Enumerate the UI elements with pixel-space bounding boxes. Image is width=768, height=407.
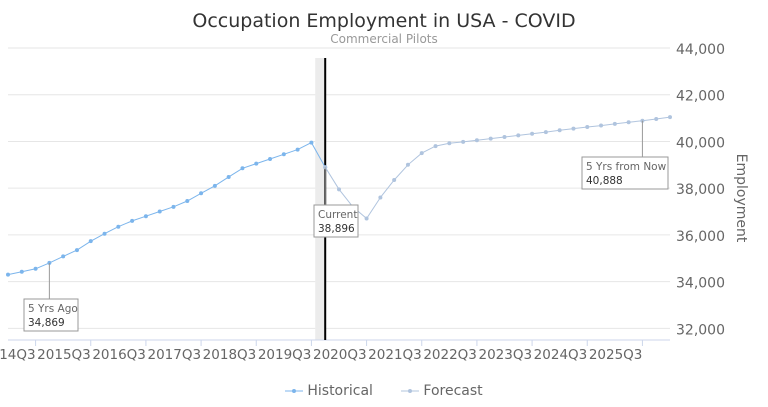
- legend-item-historical[interactable]: Historical: [285, 383, 373, 399]
- x-tick-label: 2024Q3: [534, 347, 588, 363]
- y-tick-label: 38,000: [676, 182, 725, 198]
- legend-marker-historical: [285, 389, 304, 393]
- x-tick-label: 2017Q3: [148, 347, 202, 363]
- y-tick-label: 40,000: [676, 135, 725, 151]
- data-point: [447, 141, 452, 146]
- data-point: [102, 231, 107, 236]
- legend-label-forecast: Forecast: [423, 383, 483, 399]
- data-point: [516, 133, 521, 138]
- data-point: [309, 140, 314, 145]
- x-tick-label: 2022Q3: [423, 347, 477, 363]
- data-point: [668, 115, 672, 120]
- data-point: [419, 151, 424, 156]
- x-tick-label: 2021Q3: [368, 347, 422, 363]
- data-point: [74, 248, 79, 253]
- data-point: [461, 139, 466, 144]
- x-tick-label: 2020Q3: [313, 347, 367, 363]
- annotation-box: [313, 204, 359, 238]
- data-point: [543, 130, 548, 135]
- data-point: [61, 254, 66, 259]
- data-point: [19, 269, 24, 274]
- data-point: [33, 266, 38, 271]
- y-tick-label: 36,000: [676, 229, 725, 245]
- data-point: [557, 128, 562, 133]
- data-point: [157, 209, 162, 214]
- data-point: [6, 272, 10, 277]
- data-point: [488, 136, 493, 141]
- data-point: [612, 121, 617, 126]
- data-point: [626, 120, 631, 125]
- x-tick-label: 2015Q3: [37, 347, 91, 363]
- data-point: [392, 177, 397, 182]
- data-point: [364, 216, 369, 221]
- data-point: [405, 162, 410, 167]
- annotation-value: 38,896: [318, 223, 355, 235]
- x-tick-label: 2025Q3: [589, 347, 643, 363]
- series-line-forecast: [324, 116, 671, 220]
- data-point: [571, 126, 576, 131]
- annotation-box: [23, 298, 79, 332]
- data-point: [143, 214, 148, 219]
- data-point: [130, 218, 135, 223]
- x-tick-label: 2018Q3: [203, 347, 257, 363]
- data-point: [185, 199, 190, 204]
- data-point: [502, 135, 507, 140]
- y-tick-label: 34,000: [676, 276, 725, 292]
- x-tick-label: 2019Q3: [258, 347, 312, 363]
- current-period-band: [315, 58, 326, 340]
- data-point: [226, 174, 231, 179]
- y-tick-label: 32,000: [676, 322, 725, 338]
- data-point: [337, 187, 341, 192]
- data-point: [585, 124, 590, 129]
- x-tick-label: 2016Q3: [92, 347, 146, 363]
- series-line-historical: [7, 141, 326, 276]
- y-tick-label: 42,000: [676, 89, 725, 105]
- annotation-label: Current: [318, 209, 357, 221]
- x-tick-label: 2014Q3: [0, 347, 36, 363]
- data-point: [268, 156, 273, 161]
- data-point: [240, 166, 245, 171]
- legend-label-historical: Historical: [307, 383, 373, 399]
- data-point: [433, 144, 438, 149]
- data-point: [599, 123, 604, 128]
- data-point: [474, 138, 479, 143]
- chart-title: Occupation Employment in USA - COVID: [192, 10, 576, 32]
- annotation-value: 34,869: [28, 317, 65, 329]
- legend-item-forecast[interactable]: Forecast: [401, 383, 483, 399]
- data-point: [654, 117, 659, 122]
- annotation-value: 40,888: [586, 175, 623, 187]
- data-point: [295, 147, 300, 152]
- data-point: [378, 195, 383, 200]
- data-point: [171, 204, 176, 209]
- data-point: [116, 224, 121, 229]
- data-point: [281, 152, 286, 157]
- chart-subtitle: Commercial Pilots: [330, 32, 438, 46]
- annotation-label: 5 Yrs from Now: [586, 161, 667, 173]
- data-point: [199, 191, 204, 196]
- annotation-label: 5 Yrs Ago: [28, 303, 78, 315]
- y-axis-title: Employment: [733, 154, 749, 243]
- data-point: [530, 131, 535, 136]
- legend: Historical Forecast: [0, 383, 768, 399]
- legend-marker-forecast: [401, 389, 420, 393]
- x-tick-label: 2023Q3: [479, 347, 533, 363]
- y-tick-label: 44,000: [676, 42, 725, 58]
- data-point: [254, 161, 259, 166]
- data-point: [212, 183, 217, 188]
- data-point: [88, 239, 93, 244]
- annotation-box: [581, 156, 669, 190]
